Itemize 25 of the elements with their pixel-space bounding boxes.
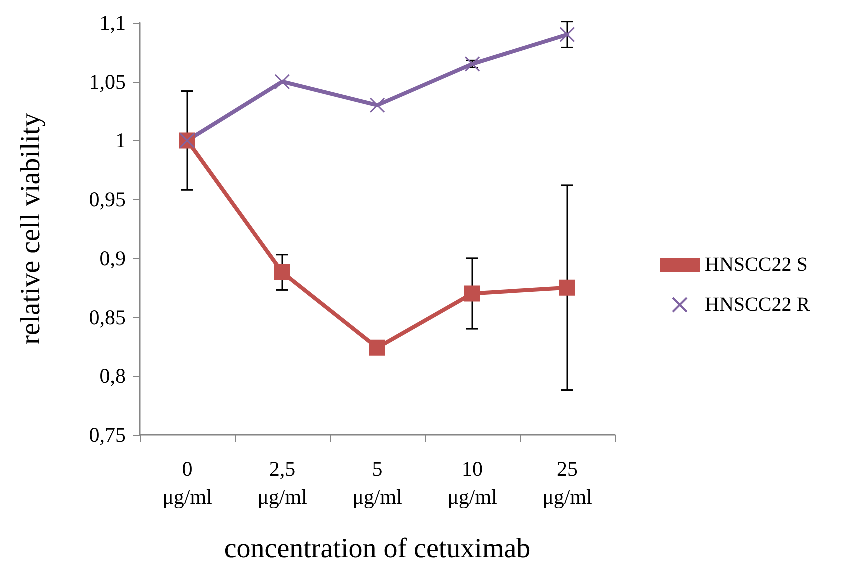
x-axis-title: concentration of cetuximab <box>224 534 531 564</box>
x-tick-label: 0 μg/ml <box>162 457 213 509</box>
x-tick-label: 5 μg/ml <box>352 457 403 509</box>
point <box>560 280 576 296</box>
y-tick-label: 1,05 <box>89 70 126 94</box>
y-tick-label: 0,95 <box>89 188 126 212</box>
point <box>274 74 290 90</box>
point <box>274 264 290 281</box>
y-tick-label: 1 <box>116 128 126 153</box>
y-tick-label: 1,1 <box>100 11 126 35</box>
point <box>464 286 480 302</box>
x-tick-label: 25 μg/ml <box>542 457 593 509</box>
y-tick-label: 0,75 <box>89 423 126 447</box>
y-axis-title: relative cell viability <box>16 113 46 345</box>
point <box>560 27 576 43</box>
point <box>370 98 386 114</box>
y-tick-label: 0,85 <box>89 305 126 330</box>
legend-label: HNSCC22 S <box>705 254 808 276</box>
legend-label: HNSCC22 R <box>705 294 811 316</box>
x-tick-label: 10 μg/ml <box>448 457 498 509</box>
point <box>370 340 386 356</box>
x-tick-label: 2,5 μg/ml <box>258 457 308 509</box>
point <box>464 56 480 72</box>
y-tick-label: 0,8 <box>100 364 126 388</box>
y-tick-label: 0,9 <box>100 246 126 270</box>
